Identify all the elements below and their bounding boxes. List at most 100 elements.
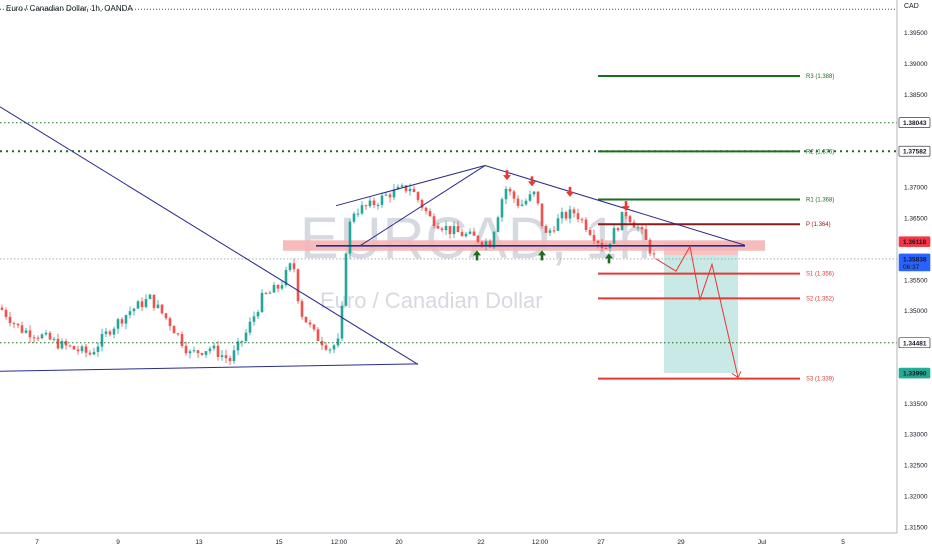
candle-body [96, 346, 100, 352]
candle-body [540, 203, 544, 226]
price-tag-label: 1.33990 [903, 371, 927, 378]
candle-body [584, 219, 588, 230]
candle-body [416, 192, 420, 200]
candle-body [332, 345, 336, 350]
candle-body [424, 207, 428, 212]
candle-body [644, 229, 648, 240]
candle-body [132, 308, 136, 312]
candle-body [504, 188, 508, 200]
lower-support-line [0, 363, 419, 372]
price-tag-label: 1.37582 [903, 149, 927, 156]
candle-body [532, 191, 536, 195]
candle-body [652, 253, 656, 255]
price-tag [898, 337, 931, 349]
pivot-level-label: S1 (1.356) [806, 272, 834, 278]
pivot-level-label: S3 (1.339) [806, 377, 834, 383]
pivot-level-label: P (1.364) [806, 222, 831, 228]
candle-body [616, 228, 620, 231]
candle-body [160, 304, 164, 314]
candle-body [148, 294, 152, 300]
candle-body [32, 337, 36, 339]
candle-body [308, 322, 312, 325]
candle-body [488, 241, 492, 248]
x-tick-label: 13 [195, 539, 203, 546]
candle-body [56, 338, 60, 349]
candle-body [284, 270, 288, 286]
candle-body [276, 284, 280, 289]
y-tick-label: 1.35000 [904, 308, 928, 315]
candle-body [392, 189, 396, 198]
candle-body [572, 209, 576, 214]
price-tag [898, 367, 931, 379]
x-tick-label: 29 [677, 539, 685, 546]
candle-body [156, 304, 160, 308]
watermark-name: Euro / Canadian Dollar [320, 288, 543, 313]
candle-body [76, 349, 80, 352]
candle-body [356, 213, 360, 215]
pivot-level-label: R3 (1.388) [806, 74, 834, 80]
candle-body [48, 332, 52, 340]
candle-body [580, 219, 584, 221]
candle-body [244, 332, 248, 342]
candle-body [636, 227, 640, 229]
candle-body [304, 316, 308, 323]
buy-arrow-icon [538, 250, 546, 261]
candle-body [0, 307, 4, 310]
sell-arrow-icon [566, 186, 574, 197]
candle-body [12, 323, 16, 325]
candle-body [428, 211, 432, 217]
candle-body [528, 194, 532, 201]
candle-body [348, 221, 352, 254]
x-tick-label: 27 [597, 539, 605, 546]
candle-body [360, 205, 364, 214]
candle-body [204, 351, 208, 355]
candle-body [256, 312, 260, 317]
price-tag-countdown: 06:37 [903, 264, 920, 271]
candle-body [144, 299, 148, 308]
descending-trendline [0, 106, 419, 365]
candle-body [560, 212, 564, 219]
sell-arrow-icon [503, 170, 511, 181]
candle-body [476, 235, 480, 242]
y-tick-label: 1.32500 [904, 463, 928, 470]
y-tick-label: 1.37000 [904, 185, 928, 192]
candle-body [228, 358, 232, 362]
candle-body [64, 341, 68, 346]
candle-body [92, 351, 96, 355]
candle-body [8, 316, 12, 324]
x-tick-label: 22 [477, 539, 485, 546]
candle-body [436, 226, 440, 229]
candle-body [592, 234, 596, 241]
candle-body [404, 185, 408, 192]
lines-layer: R3 (1.388) R2 (1.376) R1 (1.368) P (1.364) S… [0, 8, 897, 383]
candle-body [452, 226, 456, 235]
wedge-upper-line [335, 165, 486, 207]
x-tick-label: 7 [35, 539, 39, 546]
candle-body [568, 209, 572, 219]
candle-body [100, 333, 104, 347]
candle-body [152, 294, 156, 308]
candle-body [576, 213, 580, 220]
price-tag-label: 1.38043 [903, 120, 927, 127]
candle-body [108, 331, 112, 335]
candle-body [236, 341, 240, 351]
candle-body [224, 355, 228, 359]
y-tick-label: 1.39500 [904, 30, 928, 37]
candle-body [168, 318, 172, 327]
price-tag [898, 117, 931, 129]
y-tick-label: 1.36500 [904, 216, 928, 223]
wedge-lower-line [359, 165, 486, 247]
candle-body [512, 191, 516, 199]
candle-body [28, 330, 32, 338]
candle-body [116, 319, 120, 329]
chart-title: Euro / Canadian Dollar, 1h, OANDA [6, 4, 133, 13]
projection-path [655, 245, 739, 378]
candle-body [200, 353, 204, 355]
projection-arrowhead-icon [731, 371, 742, 379]
candle-body [40, 334, 44, 339]
candle-body [516, 198, 520, 206]
candle-body [384, 194, 388, 196]
candle-body [312, 324, 316, 330]
candle-body [396, 186, 400, 190]
